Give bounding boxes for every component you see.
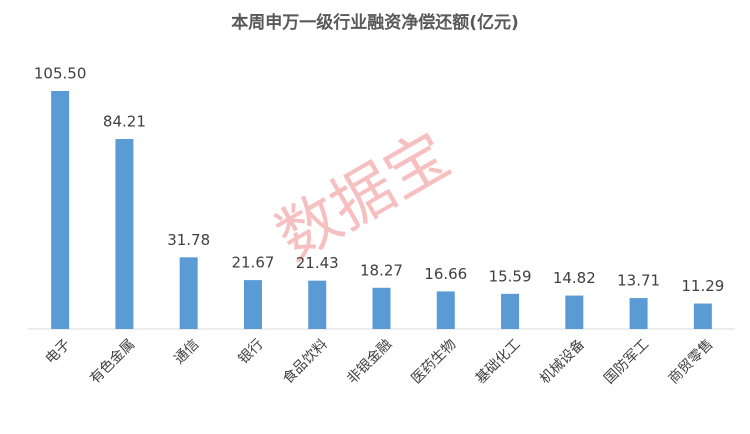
value-label: 21.43 — [296, 254, 339, 272]
bar — [115, 139, 134, 329]
bar — [51, 91, 70, 329]
value-label: 14.82 — [553, 269, 596, 287]
value-label: 16.66 — [424, 265, 467, 283]
bar — [565, 295, 584, 329]
value-label: 18.27 — [360, 261, 403, 279]
chart-title: 本周申万一级行业融资净偿还额(亿元) — [231, 12, 519, 33]
bar — [243, 280, 262, 329]
value-label: 31.78 — [167, 231, 210, 249]
bar — [501, 293, 520, 329]
bar — [179, 257, 198, 329]
value-label: 84.21 — [103, 113, 146, 131]
value-label: 15.59 — [489, 267, 532, 285]
bar — [436, 291, 455, 329]
bar — [693, 303, 712, 329]
value-label: 105.50 — [34, 65, 87, 83]
value-label: 21.67 — [231, 254, 274, 272]
bar — [372, 287, 391, 329]
bar — [308, 280, 327, 329]
value-label: 13.71 — [617, 272, 660, 290]
bar — [629, 298, 648, 329]
value-label: 11.29 — [681, 277, 724, 295]
